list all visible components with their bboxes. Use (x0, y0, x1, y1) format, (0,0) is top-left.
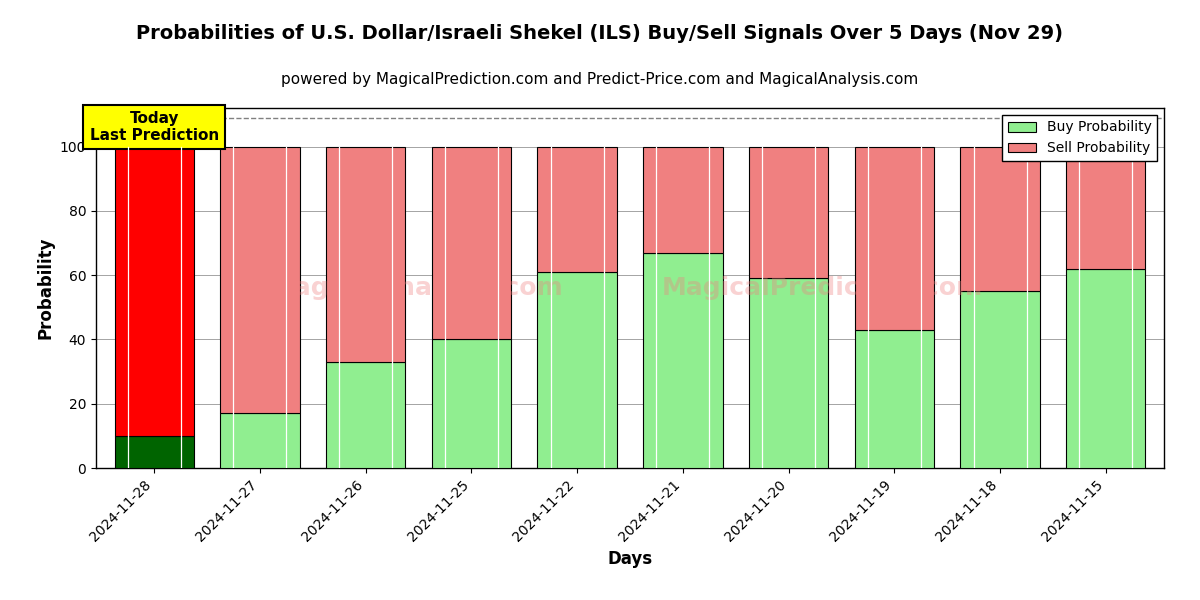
Bar (326, 146, 406, 362)
Text: Probabilities of U.S. Dollar/Israeli Shekel (ILS) Buy/Sell Signals Over 5 Days (: Probabilities of U.S. Dollar/Israeli She… (137, 24, 1063, 43)
Y-axis label: Probability: Probability (36, 237, 54, 339)
Bar (749, 146, 828, 278)
Text: MagicalPrediction.com: MagicalPrediction.com (661, 276, 983, 300)
Bar (749, 278, 828, 468)
Bar (960, 146, 1039, 291)
Text: Today
Last Prediction: Today Last Prediction (90, 111, 218, 143)
Bar (854, 146, 934, 330)
Bar (432, 146, 511, 340)
Legend: Buy Probability, Sell Probability: Buy Probability, Sell Probability (1002, 115, 1157, 161)
Bar (221, 413, 300, 468)
Bar (221, 146, 300, 413)
Bar (114, 436, 194, 468)
Bar (854, 330, 934, 468)
Bar (326, 362, 406, 468)
Bar (538, 146, 617, 272)
Text: powered by MagicalPrediction.com and Predict-Price.com and MagicalAnalysis.com: powered by MagicalPrediction.com and Pre… (281, 72, 919, 87)
Bar (960, 291, 1039, 468)
Bar (643, 253, 722, 468)
Bar (432, 340, 511, 468)
Bar (538, 272, 617, 468)
Text: MagicalAnalysis.com: MagicalAnalysis.com (270, 276, 563, 300)
Bar (114, 146, 194, 436)
Bar (1066, 269, 1146, 468)
X-axis label: Days: Days (607, 550, 653, 568)
Bar (643, 146, 722, 253)
Bar (1066, 146, 1146, 269)
